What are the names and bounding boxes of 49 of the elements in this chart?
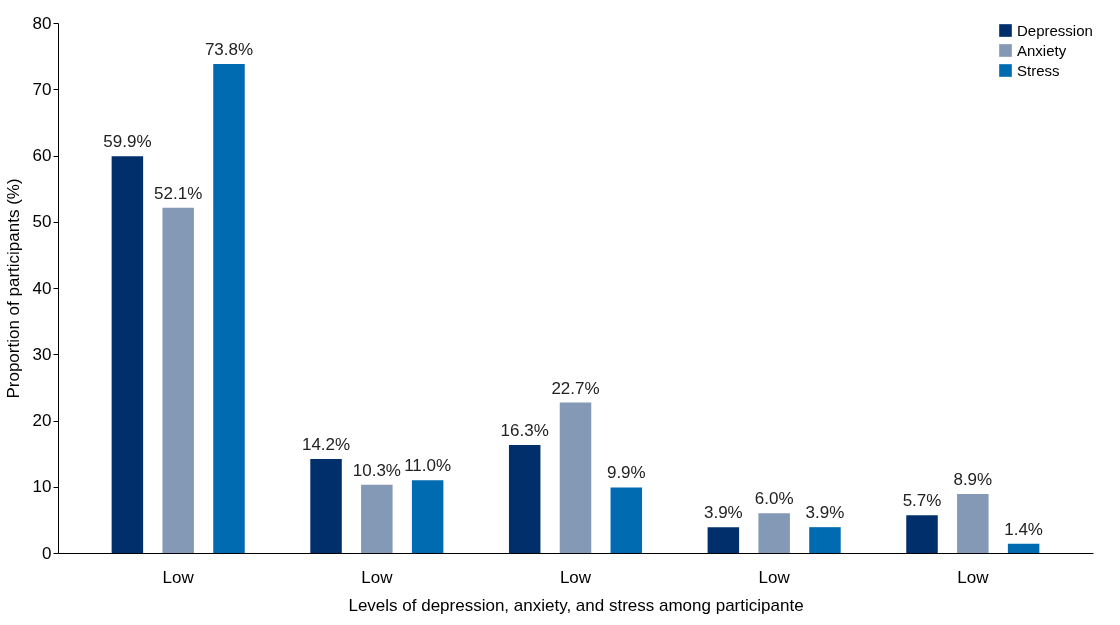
data-label: 3.9% (805, 503, 845, 523)
x-axis-title: Levels of depression, anxiety, and stress among participante (348, 595, 804, 615)
x-tick-label: Low (361, 567, 394, 587)
bar (559, 402, 592, 553)
bar (906, 515, 938, 553)
data-label: 73.8% (204, 40, 254, 60)
y-tick-label: 70 (32, 79, 52, 99)
y-tick-label: 30 (32, 344, 52, 364)
data-label: 16.3% (500, 421, 549, 441)
y-tick-label: 10 (32, 477, 52, 497)
bar (610, 487, 643, 553)
data-label: 8.9% (953, 470, 993, 490)
legend-label: Anxiety (1017, 41, 1067, 59)
data-label: 10.3% (352, 460, 401, 480)
data-label: 11.0% (404, 456, 452, 476)
data-label: 6.0% (754, 489, 794, 509)
legend-label: Depression (1017, 21, 1093, 39)
bar (1007, 543, 1040, 553)
y-axis-title: Proportion of participants (%) (3, 178, 23, 399)
y-tick-label: 60 (32, 146, 52, 165)
data-label: 5.7% (902, 491, 942, 511)
x-tick-label: Low (559, 567, 592, 587)
bar (758, 513, 790, 553)
data-label: 3.9% (703, 503, 743, 523)
bar (310, 458, 342, 553)
data-label: 9.9% (606, 463, 646, 483)
x-tick-label: Low (758, 567, 791, 587)
data-label: 1.4% (1004, 519, 1043, 539)
x-tick-label: Low (162, 567, 195, 587)
y-tick-label: 40 (32, 278, 52, 298)
x-tick-label: Low (957, 567, 990, 587)
bar (361, 484, 393, 553)
y-tick-label: 20 (32, 411, 52, 430)
bar (111, 156, 144, 553)
bar (809, 527, 841, 553)
data-label: 22.7% (551, 378, 600, 398)
legend-label: Stress (1017, 61, 1060, 79)
bar (957, 494, 989, 553)
data-label: 59.9% (103, 132, 152, 152)
bar (707, 527, 740, 553)
data-label: 14.2% (301, 434, 351, 454)
bar (162, 207, 194, 553)
bar (508, 445, 541, 553)
y-tick-label: 0 (42, 543, 52, 563)
bar (411, 480, 444, 553)
bar (213, 64, 245, 553)
y-tick-label: 80 (32, 13, 52, 33)
y-tick-label: 50 (32, 212, 52, 232)
data-label: 52.1% (154, 183, 203, 203)
